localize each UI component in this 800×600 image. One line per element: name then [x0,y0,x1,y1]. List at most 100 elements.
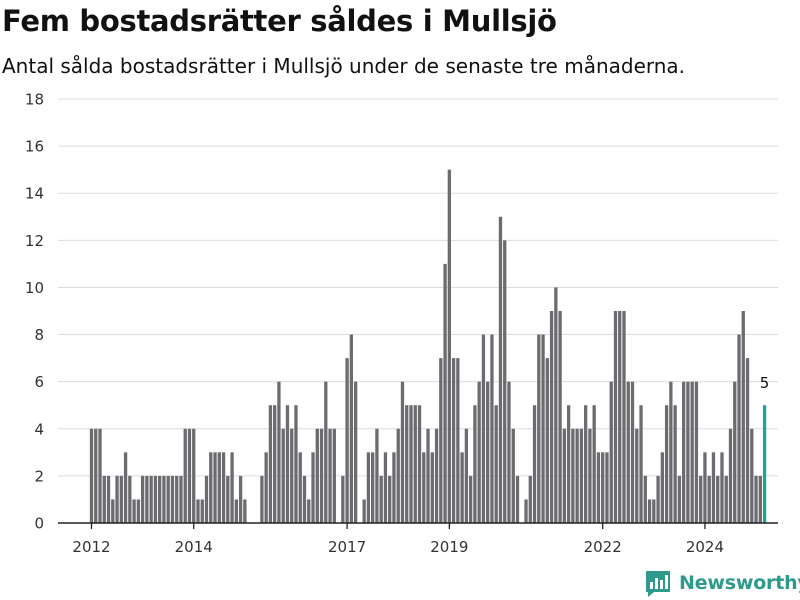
newsworthy-brand[interactable]: Newsworthy [644,568,800,598]
bar [647,499,652,523]
bar [622,311,626,523]
bar [579,428,584,523]
bar [494,405,498,523]
bar [192,428,196,523]
bar [699,475,703,523]
bar [302,475,307,523]
bar [562,428,567,523]
bar [175,475,179,523]
bar [89,428,94,523]
bar [754,475,758,523]
bar [221,452,226,523]
bar [153,475,158,523]
bar [601,452,605,523]
y-tick-label: 16 [25,138,44,156]
bar [541,334,545,523]
bar [720,452,724,523]
bar [230,452,234,523]
bar [630,381,635,523]
bar [711,452,716,523]
x-tick-label: 2024 [686,538,724,556]
bar [677,475,682,523]
x-axis: 2012 2014 2017 2019 2022 2024 [58,522,778,556]
bar [106,475,111,523]
bar [588,428,592,523]
bar [413,405,417,523]
bar [558,311,562,523]
bar [554,287,558,523]
bar [486,381,490,523]
bar [439,358,443,523]
bars [89,169,767,524]
bar [596,452,601,523]
bar [281,428,285,523]
bar [102,475,106,523]
bar [140,475,145,523]
bar [200,499,204,523]
bar [371,452,375,523]
bar [635,428,639,523]
bar [664,405,669,523]
bar [196,499,200,523]
bar [226,475,230,523]
bar [605,452,609,523]
bar [703,452,707,523]
bar [609,381,613,523]
bar [443,263,447,523]
x-tick-label: 2022 [584,538,622,556]
bar [481,334,486,523]
bar [128,475,132,523]
bar [656,475,660,523]
bar [741,311,745,523]
y-tick-label: 10 [25,279,44,297]
bar [690,381,694,523]
chart-title: Fem bostadsrätter såldes i Mullsjö [2,4,557,38]
bar [498,216,503,523]
bar [111,499,115,523]
bar [328,428,332,523]
bar [460,452,464,523]
bar [158,475,162,523]
bar [123,452,128,523]
bar [366,452,371,523]
x-tick-label: 2019 [430,538,468,556]
bar [549,311,554,523]
y-tick-label: 6 [34,373,44,391]
bar [132,499,136,523]
bar [400,381,405,523]
bar [187,428,192,523]
bar [268,405,273,523]
bar [349,334,354,523]
bar [422,452,426,523]
bar [750,428,754,523]
bar [503,240,507,523]
bar [345,358,349,523]
bar [571,428,575,523]
bar [209,452,213,523]
bar [98,428,102,523]
bar [473,405,477,523]
bar [183,428,187,523]
bar [307,499,311,523]
grid-lines [58,98,778,477]
bar [341,475,345,523]
bar [290,428,294,523]
bar [217,452,221,523]
bar [566,405,571,523]
bar [618,311,622,523]
y-tick-label: 12 [25,232,44,250]
bar [686,381,690,523]
y-tick-label: 8 [34,326,44,344]
bar [238,475,243,523]
bar [353,381,358,523]
x-tick-label: 2017 [328,538,366,556]
bar [511,428,515,523]
bar [388,475,392,523]
bar [745,358,750,523]
bar [264,452,268,523]
y-tick-label: 4 [34,420,44,438]
bar [426,428,430,523]
bar [362,499,366,523]
bar [613,311,618,523]
